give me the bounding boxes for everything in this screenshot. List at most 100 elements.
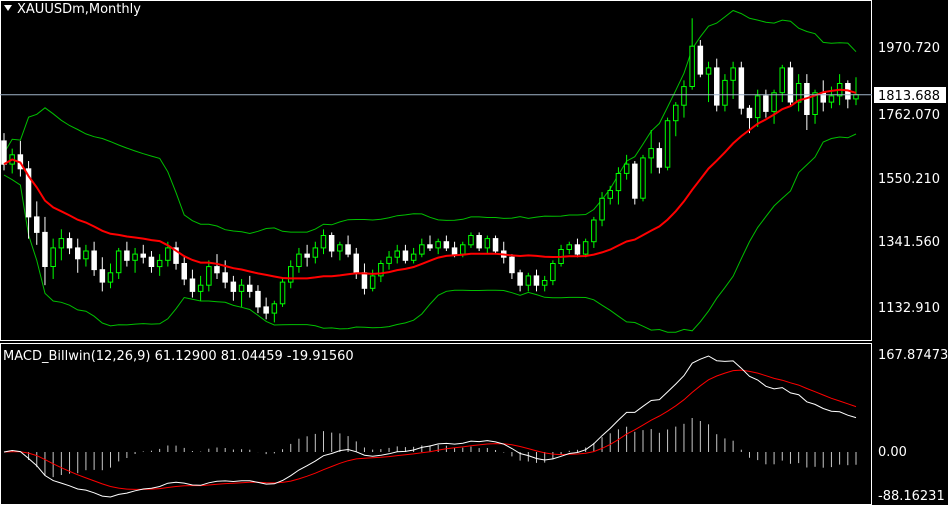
bollinger-upper-line [3, 9, 857, 235]
candle-body [255, 290, 261, 308]
candle-body [435, 241, 441, 249]
candle-body [574, 244, 581, 255]
candle-body [599, 197, 605, 221]
candle-body [124, 250, 130, 261]
candle-body [25, 168, 32, 218]
candle-body [656, 148, 663, 168]
candle-body [402, 250, 409, 261]
candle-body [214, 266, 220, 274]
candle-body [328, 235, 335, 252]
candle-body [361, 272, 368, 289]
candle-body [443, 241, 450, 249]
candle-body [410, 253, 417, 261]
candle-body [476, 235, 482, 249]
price-axis-label: 1132.910 [878, 301, 940, 316]
candle-body [1, 140, 7, 165]
macd-panel[interactable] [0, 343, 872, 505]
candle-body [337, 244, 343, 252]
candle-body [566, 244, 572, 251]
candle-body [591, 219, 597, 243]
candle-body [779, 67, 785, 94]
candle-body [664, 120, 671, 168]
candle-body [386, 256, 392, 264]
price-panel-border [0, 0, 872, 341]
chart-title: XAUUSDm,Monthly [4, 2, 141, 17]
candle-body [509, 256, 515, 274]
candle-body [296, 253, 302, 268]
candle-body [107, 272, 114, 283]
macd-header: MACD_Billwin(12,26,9) 61.12900 81.04459 … [3, 349, 354, 364]
candle-body [517, 272, 523, 286]
candle-body [42, 231, 48, 267]
candle-body [820, 92, 826, 103]
candle-body [115, 250, 122, 274]
candle-body [140, 253, 146, 258]
candle-body [623, 163, 630, 174]
candle-body [206, 266, 212, 286]
bollinger-bands [3, 9, 857, 333]
candle-body [50, 247, 56, 267]
macd-signal-line [3, 369, 857, 490]
candle-body [66, 238, 73, 249]
candle-body [451, 247, 458, 255]
candle-body [99, 269, 106, 283]
candle-body [787, 67, 794, 103]
candle-body [615, 173, 622, 192]
macd-axis-label: 0.00 [878, 445, 907, 460]
triangle-down-icon[interactable] [4, 5, 12, 11]
candle-body [419, 244, 425, 255]
candle-body [271, 303, 278, 314]
symbol-timeframe-label: XAUUSDm,Monthly [17, 2, 141, 17]
candle-body [263, 306, 269, 314]
moving-average [3, 88, 857, 280]
candle-body [230, 281, 237, 292]
candle-body [771, 92, 777, 112]
candle-body [714, 67, 720, 106]
candle-body [632, 163, 638, 199]
candle-body [550, 263, 556, 282]
candle-body [681, 86, 687, 106]
candle-body [705, 67, 712, 75]
candle-body [165, 247, 171, 261]
candle-body [525, 275, 532, 286]
candle-body [427, 244, 433, 249]
macd-axis-label: -88.16231 [878, 489, 945, 504]
candlesticks [1, 18, 859, 323]
candle-body [238, 284, 245, 292]
candle-body [83, 250, 89, 260]
candle-body [722, 79, 728, 106]
candle-body [156, 259, 163, 268]
candle-body [394, 250, 400, 258]
macd-histogram [11, 418, 857, 478]
moving-average-line [3, 88, 857, 280]
candle-body [460, 244, 466, 255]
candle-body [738, 67, 745, 109]
bollinger-lower-line [3, 133, 857, 333]
macd-main-line [3, 355, 857, 498]
macd-lines [3, 355, 857, 498]
candle-body [640, 157, 646, 199]
current-price-value: 1813.688 [878, 89, 940, 104]
candle-body [320, 235, 327, 249]
candle-body [369, 275, 376, 289]
candle-body [795, 83, 802, 103]
candle-body [607, 190, 613, 199]
candle-body [730, 67, 736, 81]
candle-body [288, 266, 294, 283]
candle-body [746, 107, 753, 119]
macd-axis-labels: 167.87473 0.00 -88.16231 [878, 348, 948, 504]
candle-body [648, 148, 654, 159]
candle-body [853, 94, 859, 100]
candle-body [279, 281, 286, 305]
candle-body [812, 92, 818, 116]
price-axis-label: 1550.210 [878, 172, 940, 187]
price-panel[interactable] [0, 0, 872, 341]
candle-body [582, 241, 589, 255]
candle-body [492, 238, 499, 252]
candle-body [468, 235, 474, 246]
candle-body [132, 253, 138, 261]
price-axis-labels: 1970.720 1762.070 1550.210 1341.560 1132… [878, 41, 940, 316]
price-axis-label: 1970.720 [878, 41, 940, 56]
candle-body [197, 284, 204, 292]
